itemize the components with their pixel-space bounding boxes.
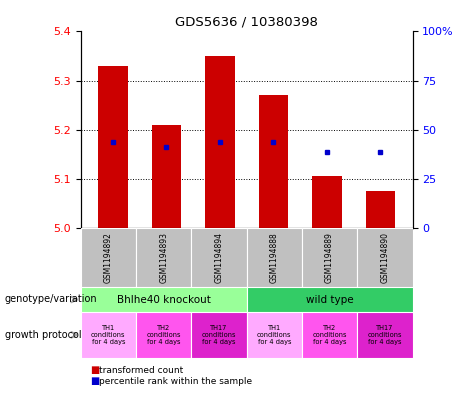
Bar [247, 312, 302, 358]
Text: percentile rank within the sample: percentile rank within the sample [99, 377, 252, 386]
Bar [98, 66, 128, 228]
Text: ■: ■ [90, 376, 99, 386]
Bar [191, 228, 247, 287]
Bar [312, 176, 342, 228]
Text: growth protocol: growth protocol [5, 330, 81, 340]
Text: TH17
conditions
for 4 days: TH17 conditions for 4 days [202, 325, 236, 345]
Bar [302, 312, 357, 358]
Text: GSM1194890: GSM1194890 [380, 232, 390, 283]
Text: transformed count: transformed count [99, 366, 183, 375]
Text: TH2
conditions
for 4 days: TH2 conditions for 4 days [147, 325, 181, 345]
Bar [81, 228, 136, 287]
Bar [259, 95, 288, 228]
Bar [357, 228, 413, 287]
Bar [247, 287, 413, 312]
Text: TH2
conditions
for 4 days: TH2 conditions for 4 days [313, 325, 347, 345]
Text: GSM1194893: GSM1194893 [159, 232, 168, 283]
Bar [136, 312, 191, 358]
Text: ■: ■ [90, 365, 99, 375]
Bar [366, 191, 395, 228]
Bar [357, 312, 413, 358]
Bar [81, 287, 247, 312]
Text: Bhlhe40 knockout: Bhlhe40 knockout [117, 295, 211, 305]
Text: GSM1194892: GSM1194892 [104, 232, 113, 283]
Text: wild type: wild type [306, 295, 354, 305]
Title: GDS5636 / 10380398: GDS5636 / 10380398 [175, 16, 318, 29]
Bar [205, 56, 235, 228]
Bar [191, 312, 247, 358]
Text: TH1
conditions
for 4 days: TH1 conditions for 4 days [91, 325, 125, 345]
Bar [81, 312, 136, 358]
Bar [247, 228, 302, 287]
Bar [302, 228, 357, 287]
Text: GSM1194888: GSM1194888 [270, 232, 279, 283]
Text: genotype/variation: genotype/variation [5, 294, 97, 305]
Bar [136, 228, 191, 287]
Text: GSM1194889: GSM1194889 [325, 232, 334, 283]
Bar [152, 125, 181, 228]
Text: GSM1194894: GSM1194894 [214, 232, 224, 283]
Text: TH1
conditions
for 4 days: TH1 conditions for 4 days [257, 325, 291, 345]
Text: TH17
conditions
for 4 days: TH17 conditions for 4 days [368, 325, 402, 345]
